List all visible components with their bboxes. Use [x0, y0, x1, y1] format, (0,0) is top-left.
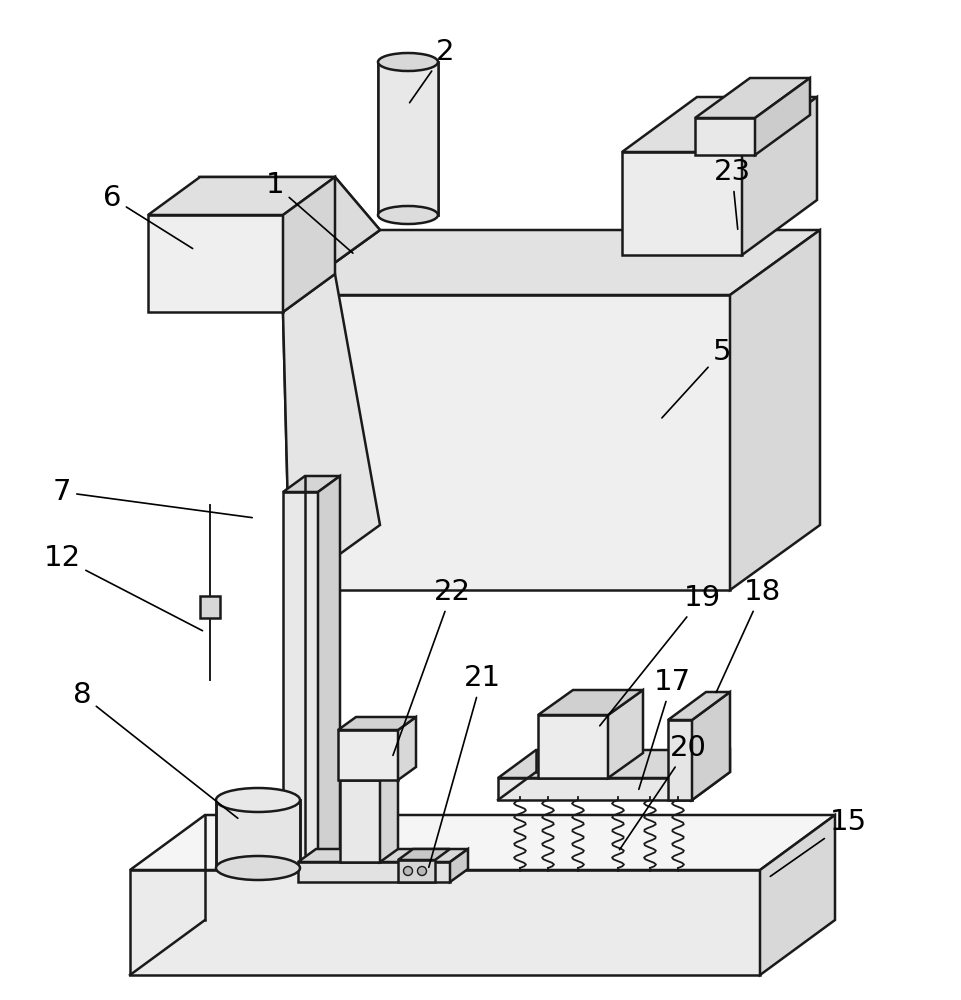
Polygon shape	[450, 849, 467, 882]
Polygon shape	[283, 215, 289, 590]
Polygon shape	[339, 780, 380, 862]
Polygon shape	[694, 78, 809, 118]
Polygon shape	[691, 692, 729, 800]
Polygon shape	[398, 717, 415, 780]
Polygon shape	[378, 62, 437, 215]
Text: 18: 18	[715, 578, 779, 692]
Polygon shape	[298, 862, 450, 882]
Text: 22: 22	[392, 578, 470, 755]
Polygon shape	[759, 815, 834, 975]
Polygon shape	[289, 230, 819, 295]
Polygon shape	[130, 815, 834, 870]
Polygon shape	[200, 177, 380, 295]
Ellipse shape	[216, 788, 300, 812]
Text: 20: 20	[619, 734, 705, 850]
Polygon shape	[398, 849, 450, 860]
Text: 8: 8	[73, 681, 237, 818]
Polygon shape	[691, 750, 729, 800]
Ellipse shape	[378, 53, 437, 71]
Polygon shape	[667, 720, 691, 800]
Polygon shape	[148, 177, 334, 215]
Polygon shape	[216, 800, 300, 868]
Polygon shape	[298, 849, 467, 862]
Text: 6: 6	[103, 184, 192, 249]
Text: 17: 17	[638, 668, 690, 789]
Polygon shape	[622, 152, 741, 255]
Polygon shape	[289, 295, 729, 590]
Polygon shape	[729, 230, 819, 590]
Text: 7: 7	[53, 478, 252, 518]
Polygon shape	[200, 596, 220, 618]
Text: 21: 21	[429, 664, 500, 867]
Circle shape	[417, 866, 426, 876]
Polygon shape	[537, 715, 607, 778]
Polygon shape	[339, 767, 398, 780]
Text: 12: 12	[43, 544, 203, 631]
Polygon shape	[694, 118, 754, 155]
Polygon shape	[754, 78, 809, 155]
Text: 2: 2	[409, 38, 454, 103]
Polygon shape	[130, 870, 759, 975]
Polygon shape	[398, 860, 434, 882]
Polygon shape	[622, 97, 816, 152]
Polygon shape	[498, 778, 691, 800]
Polygon shape	[741, 97, 816, 255]
Polygon shape	[318, 476, 339, 870]
Polygon shape	[283, 177, 380, 295]
Polygon shape	[283, 476, 339, 492]
Text: 23: 23	[713, 158, 750, 229]
Text: 1: 1	[265, 171, 353, 253]
Polygon shape	[337, 717, 415, 730]
Polygon shape	[498, 750, 729, 778]
Polygon shape	[283, 274, 380, 590]
Text: 5: 5	[661, 338, 730, 418]
Circle shape	[403, 866, 412, 876]
Polygon shape	[537, 690, 642, 715]
Ellipse shape	[216, 856, 300, 880]
Ellipse shape	[378, 206, 437, 224]
Polygon shape	[283, 177, 334, 312]
Polygon shape	[283, 492, 318, 870]
Text: 15: 15	[770, 808, 866, 876]
Text: 19: 19	[599, 584, 720, 726]
Polygon shape	[380, 767, 398, 862]
Polygon shape	[148, 215, 283, 312]
Polygon shape	[337, 730, 398, 780]
Polygon shape	[607, 690, 642, 778]
Polygon shape	[667, 692, 729, 720]
